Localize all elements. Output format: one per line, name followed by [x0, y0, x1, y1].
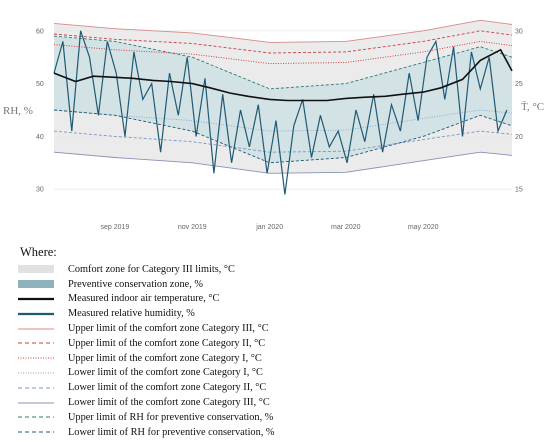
legend-swatch: [18, 280, 54, 289]
legend-swatch: [18, 387, 54, 389]
left-axis-title: RH, %: [3, 105, 33, 117]
x-tick-label: may 2020: [408, 224, 439, 231]
upper-limit-cat3-line: [53, 19, 513, 43]
legend-swatch: [18, 416, 54, 418]
rh-upper-limit-line: [53, 35, 513, 90]
legend-item: Lower limit of the comfort zone Category…: [18, 395, 538, 410]
legend-swatch: [18, 312, 54, 315]
legend-swatch: [18, 372, 54, 374]
left-axis-ticks: 30 40 50 60: [36, 28, 44, 193]
legend-label: Lower limit of the comfort zone Category…: [68, 397, 270, 409]
legend-label: Comfort zone for Category III limits, °C: [68, 263, 235, 275]
legend-items: Comfort zone for Category III limits, °C…: [18, 262, 538, 440]
legend-label: Preventive conservation zone, %: [68, 278, 203, 290]
legend-item: Lower limit of the comfort zone Category…: [18, 380, 538, 395]
legend-title: Where:: [20, 245, 57, 259]
legend-swatch: [18, 402, 54, 404]
limit-lines: [53, 19, 513, 174]
x-axis-ticks: sep 2019 nov 2019 jan 2020 mar 2020 may 2020: [100, 224, 438, 231]
legend-item: Measured relative humidity, %: [18, 306, 538, 321]
x-tick-label: jan 2020: [255, 224, 283, 231]
legend-swatch: [18, 431, 54, 433]
legend-swatch: [18, 297, 54, 301]
left-tick-label: 60: [36, 28, 44, 35]
climate-chart: 30 40 50 60 15 20 25 30 sep 2019 nov 2019 jan 20…: [3, 19, 545, 231]
right-axis-title: T̄, °C: [521, 101, 544, 113]
left-tick-label: 30: [36, 187, 44, 194]
rh-lower-limit-line: [53, 109, 513, 164]
legend-item: Lower limit of the comfort zone Category…: [18, 366, 538, 381]
legend-label: Lower limit of the comfort zone Category…: [68, 367, 263, 379]
legend-label: Lower limit of RH for preventive conserv…: [68, 426, 275, 438]
legend-item: Lower limit of RH for preventive conserv…: [18, 425, 538, 440]
legend-label: Upper limit of the comfort zone Category…: [68, 352, 262, 364]
right-tick-label: 30: [515, 28, 523, 35]
legend-label: Lower limit of the comfort zone Category…: [68, 382, 267, 394]
x-tick-label: mar 2020: [331, 224, 361, 231]
right-tick-label: 25: [515, 81, 523, 88]
lower-limit-cat3-line: [53, 151, 513, 174]
right-tick-label: 15: [515, 187, 523, 194]
legend-swatch: [18, 342, 54, 344]
legend-item: Comfort zone for Category III limits, °C: [18, 262, 538, 277]
legend-label: Upper limit of RH for preventive conserv…: [68, 411, 274, 423]
legend-label: Measured indoor air temperature, °C: [68, 293, 220, 305]
legend: Where: Comfort zone for Category III lim…: [18, 242, 538, 440]
right-axis-ticks: 15 20 25 30: [515, 28, 523, 193]
legend-item: Preventive conservation zone, %: [18, 277, 538, 292]
legend-label: Measured relative humidity, %: [68, 308, 195, 320]
temperature-line: [53, 48, 513, 102]
legend-label: Upper limit of the comfort zone Category…: [68, 337, 266, 349]
legend-item: Upper limit of the comfort zone Category…: [18, 321, 538, 336]
right-tick-label: 20: [515, 134, 523, 141]
relative-humidity-line: [53, 30, 508, 195]
legend-item: Upper limit of RH for preventive conserv…: [18, 410, 538, 425]
legend-swatch: [18, 328, 54, 330]
legend-item: Upper limit of the comfort zone Category…: [18, 336, 538, 351]
legend-item: Measured indoor air temperature, °C: [18, 292, 538, 307]
x-tick-label: nov 2019: [178, 224, 207, 231]
left-tick-label: 50: [36, 81, 44, 88]
legend-item: Upper limit of the comfort zone Category…: [18, 351, 538, 366]
legend-swatch: [18, 265, 54, 274]
left-tick-label: 40: [36, 134, 44, 141]
x-tick-label: sep 2019: [100, 224, 129, 231]
legend-swatch: [18, 357, 54, 359]
legend-label: Upper limit of the comfort zone Category…: [68, 323, 269, 335]
